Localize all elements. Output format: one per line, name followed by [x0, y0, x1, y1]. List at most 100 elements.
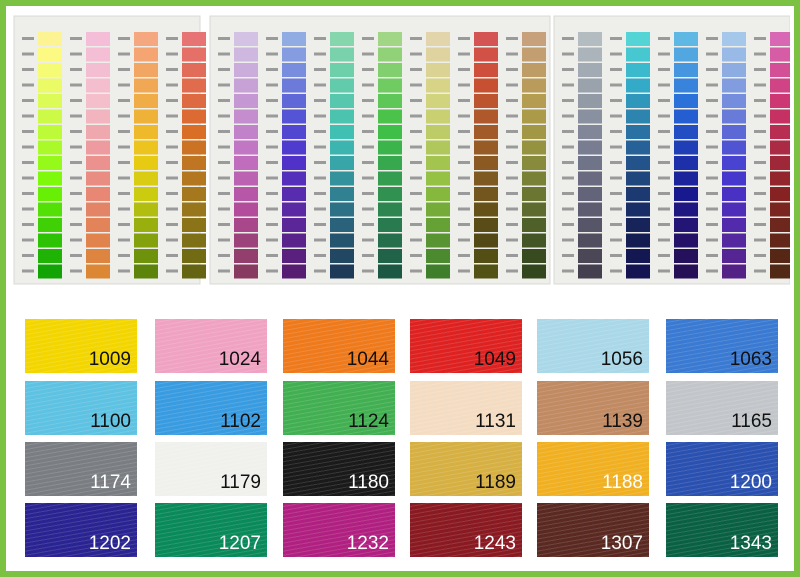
card-code — [166, 83, 178, 87]
thread-swatch: 1207 — [155, 503, 267, 557]
card-strip — [38, 94, 62, 108]
thread-swatch: 1056 — [537, 319, 649, 373]
card-strip — [182, 187, 206, 201]
card-code — [610, 254, 622, 257]
card-strip — [86, 156, 110, 170]
card-strip — [330, 249, 354, 263]
thread-swatch: 1063 — [666, 319, 778, 373]
swatch-label: 1343 — [729, 533, 772, 554]
card-code — [506, 99, 518, 102]
card-strip — [474, 264, 498, 279]
card-strip — [674, 32, 698, 46]
card-strip — [134, 140, 158, 155]
card-strip — [578, 47, 602, 62]
card-strip — [474, 78, 498, 93]
card-code — [706, 130, 718, 133]
card-code — [362, 52, 374, 56]
card-code — [362, 161, 374, 164]
card-strip — [426, 156, 450, 170]
card-strip — [134, 171, 158, 186]
card-strip — [626, 78, 650, 93]
card-strip — [674, 218, 698, 232]
card-strip — [770, 218, 790, 232]
card-code — [658, 130, 670, 133]
card-strip — [426, 140, 450, 155]
card-code — [266, 192, 278, 195]
card-code — [218, 238, 230, 242]
card-strip — [378, 233, 402, 248]
card-strip — [282, 78, 306, 93]
card-code — [118, 145, 130, 149]
card-code — [22, 161, 34, 164]
card-code — [410, 238, 422, 242]
card-code — [506, 269, 518, 273]
card-strip — [182, 125, 206, 139]
card-code — [218, 223, 230, 226]
card-strip — [134, 187, 158, 201]
card-code — [562, 145, 574, 149]
card-code — [658, 192, 670, 195]
swatch-label: 1102 — [220, 411, 261, 432]
card-strip — [38, 202, 62, 217]
card-strip — [522, 218, 546, 232]
swatch-label: 1200 — [729, 472, 772, 493]
card-code — [562, 176, 574, 180]
card-strip — [474, 140, 498, 155]
card-strip — [378, 94, 402, 108]
swatch-label: 1056 — [600, 349, 643, 370]
card-strip — [282, 249, 306, 263]
card-code — [754, 83, 766, 87]
card-code — [610, 130, 622, 133]
card-strip — [86, 63, 110, 77]
card-code — [70, 207, 82, 211]
card-strip — [134, 233, 158, 248]
card-code — [314, 238, 326, 242]
card-code — [266, 52, 278, 56]
card-code — [362, 37, 374, 40]
card-code — [266, 68, 278, 71]
card-strip — [578, 233, 602, 248]
card-code — [706, 114, 718, 118]
card-code — [218, 192, 230, 195]
card-code — [166, 192, 178, 195]
card-strip — [626, 218, 650, 232]
card-code — [22, 114, 34, 118]
card-code — [218, 37, 230, 40]
card-strip — [626, 156, 650, 170]
card-strip — [282, 47, 306, 62]
card-strip — [770, 264, 790, 279]
card-code — [362, 114, 374, 118]
swatch-label: 1307 — [600, 533, 643, 554]
card-code — [118, 99, 130, 102]
card-code — [754, 37, 766, 40]
card-strip — [578, 63, 602, 77]
card-strip — [234, 202, 258, 217]
card-strip — [426, 78, 450, 93]
card-strip — [378, 218, 402, 232]
card-code — [362, 192, 374, 195]
thread-swatch: 1179 — [155, 442, 267, 496]
card-strip — [674, 125, 698, 139]
card-code — [218, 130, 230, 133]
card-strip — [674, 249, 698, 263]
card-strip — [38, 249, 62, 263]
card-strip — [378, 264, 402, 279]
card-code — [22, 68, 34, 71]
card-strip — [578, 78, 602, 93]
card-strip — [86, 109, 110, 124]
card-strip — [770, 78, 790, 93]
card-strip — [378, 63, 402, 77]
card-code — [754, 99, 766, 102]
card-code — [166, 207, 178, 211]
card-strip — [86, 140, 110, 155]
card-strip — [234, 233, 258, 248]
card-code — [610, 269, 622, 273]
card-code — [70, 114, 82, 118]
card-strip — [578, 125, 602, 139]
card-code — [266, 130, 278, 133]
card-code — [458, 37, 470, 40]
card-strip — [722, 156, 746, 170]
card-code — [362, 254, 374, 257]
card-code — [266, 114, 278, 118]
card-code — [362, 130, 374, 133]
